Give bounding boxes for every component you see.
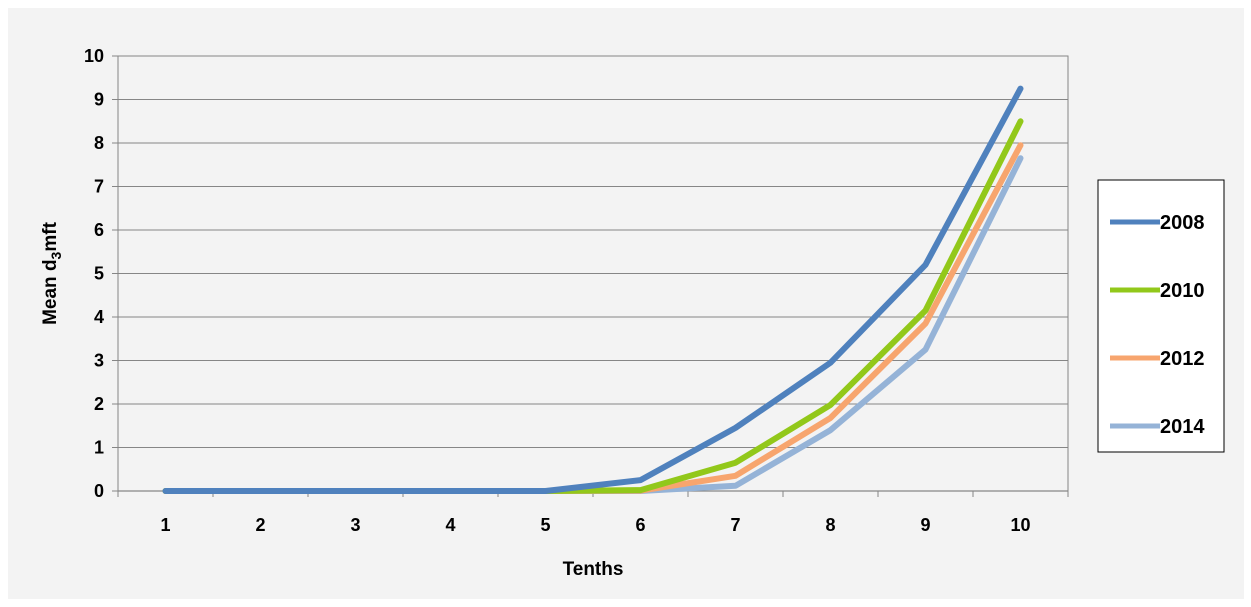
gridlines xyxy=(118,55,1068,448)
legend-label: 2014 xyxy=(1160,416,1205,438)
legend-label: 2012 xyxy=(1160,348,1205,370)
x-tick-label: 7 xyxy=(730,515,740,535)
y-axis-title-part: mft xyxy=(40,221,61,251)
y-tick-label: 9 xyxy=(94,90,104,110)
x-axis-title: Tenths xyxy=(563,559,624,580)
legend-item: 2008 xyxy=(1110,212,1205,234)
series-line-2008 xyxy=(162,85,1024,494)
x-tick-label: 5 xyxy=(540,515,550,535)
x-tick-label: 4 xyxy=(445,515,455,535)
legend-item: 2012 xyxy=(1110,348,1205,370)
y-tick-label: 4 xyxy=(94,307,104,327)
legend-label: 2008 xyxy=(1160,212,1205,234)
series-lines xyxy=(162,85,1024,494)
chart-area: 0 1 2 3 4 5 6 7 8 9 10 1 2 3 4 5 6 7 8 9 10 Tenths Mean d3m… xyxy=(8,8,1244,599)
y-axis-title-part: Mean d xyxy=(40,259,61,324)
y-tick-label: 3 xyxy=(94,351,104,371)
series-line-2014 xyxy=(162,155,1024,494)
y-axis-title-subscript: 3 xyxy=(48,251,64,259)
y-tick-label: 7 xyxy=(94,177,104,197)
x-tick-label: 3 xyxy=(350,515,360,535)
x-tick-label: 8 xyxy=(825,515,835,535)
legend-box xyxy=(1097,179,1225,453)
x-tick-label: 1 xyxy=(160,515,170,535)
series-line-2012 xyxy=(162,142,1024,494)
y-tick-labels: 0 1 2 3 4 5 6 7 8 9 10 xyxy=(84,46,104,501)
y-tick-label: 10 xyxy=(84,46,104,66)
series-line-2010 xyxy=(162,118,1024,494)
x-tick-label: 6 xyxy=(635,515,645,535)
legend-item: 2010 xyxy=(1110,280,1205,302)
y-axis-title: Mean d3mft xyxy=(40,221,64,324)
axes xyxy=(112,55,1069,497)
y-tick-label: 6 xyxy=(94,220,104,240)
y-tick-label: 0 xyxy=(94,481,104,501)
x-tick-labels: 1 2 3 4 5 6 7 8 9 10 xyxy=(160,515,1030,535)
y-tick-label: 8 xyxy=(94,133,104,153)
legend-label: 2010 xyxy=(1160,280,1205,302)
legend: 2008 2010 2012 2014 xyxy=(1097,179,1225,453)
y-tick-label: 5 xyxy=(94,264,104,284)
legend-item: 2014 xyxy=(1110,416,1205,438)
x-tick-label: 10 xyxy=(1010,515,1030,535)
x-tick-label: 2 xyxy=(255,515,265,535)
x-tick-label: 9 xyxy=(920,515,930,535)
y-tick-label: 2 xyxy=(94,394,104,414)
y-tick-label: 1 xyxy=(94,438,104,458)
